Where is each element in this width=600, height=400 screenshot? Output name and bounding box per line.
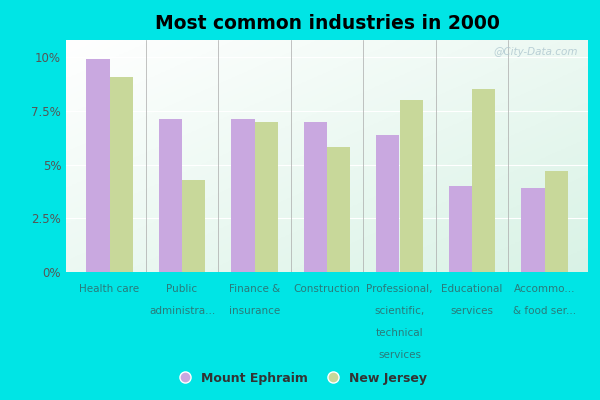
Text: Finance &: Finance & — [229, 284, 280, 294]
Bar — [86, 59, 110, 272]
Text: & food ser...: & food ser... — [513, 306, 576, 316]
Bar — [521, 188, 545, 272]
Text: insurance: insurance — [229, 306, 280, 316]
Text: Educational: Educational — [442, 284, 503, 294]
Text: Public: Public — [166, 284, 197, 294]
Bar — [182, 180, 205, 272]
Text: services: services — [378, 350, 421, 360]
Bar — [254, 122, 278, 272]
Bar — [159, 120, 182, 272]
Text: Professional,: Professional, — [366, 284, 433, 294]
Text: Health care: Health care — [79, 284, 140, 294]
Text: services: services — [451, 306, 494, 316]
Text: technical: technical — [376, 328, 424, 338]
Bar — [449, 186, 472, 272]
Bar — [327, 148, 350, 272]
Bar — [400, 100, 423, 272]
Text: Construction: Construction — [293, 284, 361, 294]
Bar — [545, 171, 568, 272]
Bar — [304, 122, 327, 272]
Text: scientific,: scientific, — [374, 306, 425, 316]
Text: administra...: administra... — [149, 306, 215, 316]
Bar — [232, 120, 254, 272]
Bar — [472, 90, 495, 272]
Title: Most common industries in 2000: Most common industries in 2000 — [155, 14, 499, 33]
Text: Accommo...: Accommo... — [514, 284, 575, 294]
Bar — [110, 76, 133, 272]
Text: @City-Data.com: @City-Data.com — [493, 47, 578, 57]
Bar — [376, 134, 400, 272]
Legend: Mount Ephraim, New Jersey: Mount Ephraim, New Jersey — [167, 367, 433, 390]
